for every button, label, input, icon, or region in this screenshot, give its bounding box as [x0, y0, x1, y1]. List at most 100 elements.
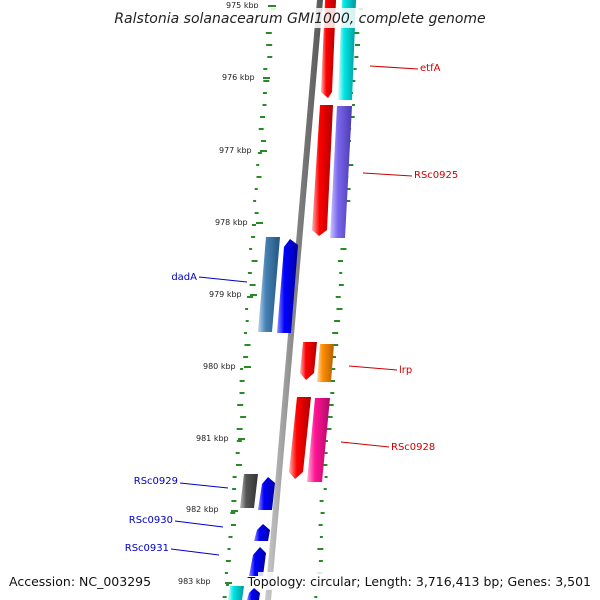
gc-dot	[228, 536, 233, 538]
gc-dot	[319, 536, 323, 538]
ruler: 975 kbp 976 kbp 977 kbp 978 kbp 979 kbp …	[178, 1, 276, 586]
gene-label-etfa[interactable]: etfA	[420, 63, 441, 74]
gene-label-dada[interactable]: dadA	[171, 272, 197, 283]
gc-dot	[314, 596, 318, 598]
gc-dot	[254, 188, 258, 190]
gene-rsc0928[interactable]	[307, 398, 330, 482]
gc-dot	[322, 464, 328, 466]
gene-rsc0929-b[interactable]	[258, 477, 275, 510]
gc-dot	[247, 296, 253, 298]
gc-dot	[263, 68, 268, 70]
gc-dot	[329, 368, 336, 370]
gc-dot	[326, 428, 332, 430]
gc-dot	[262, 92, 267, 94]
gene-rsc0928-a[interactable]	[289, 397, 311, 479]
gene-label-rsc0930[interactable]: RSc0930	[129, 515, 173, 526]
gc-dot	[338, 284, 344, 286]
title-backdrop	[110, 8, 490, 28]
gc-dot	[265, 32, 272, 34]
gc-dot	[347, 164, 354, 166]
gc-dot	[324, 452, 328, 454]
label-line	[348, 365, 398, 371]
label-line	[362, 172, 413, 177]
gc-dot	[239, 380, 245, 382]
gc-dot	[251, 236, 256, 238]
gene-lrp[interactable]	[300, 342, 317, 380]
gc-dot	[239, 392, 245, 394]
gc-dot	[319, 500, 324, 502]
gc-dot	[334, 320, 341, 322]
gc-dot	[332, 332, 339, 334]
tick-label: 980 kbp	[203, 362, 236, 371]
gene-rsc0925[interactable]	[330, 106, 352, 238]
gc-dot	[227, 548, 231, 550]
gene-track	[228, 0, 356, 600]
tick-label: 979 kbp	[209, 290, 242, 299]
gene-rsc0929[interactable]	[240, 474, 258, 508]
gc-dot	[251, 260, 258, 262]
gc-dot	[232, 476, 237, 478]
gc-dot	[340, 248, 347, 250]
gene-label-rsc0931[interactable]: RSc0931	[125, 543, 169, 554]
gc-dot	[327, 416, 333, 418]
gene-label-rsc0925[interactable]: RSc0925	[414, 170, 458, 181]
gene-rsc0932-b[interactable]	[247, 588, 260, 600]
gc-dot	[324, 476, 328, 478]
label-line	[369, 65, 419, 70]
label-line	[340, 441, 390, 448]
gc-dot	[318, 524, 323, 526]
gc-dot	[333, 344, 339, 346]
gc-dot	[355, 44, 360, 46]
tick-label: 978 kbp	[215, 218, 248, 227]
gc-dot	[240, 416, 247, 418]
gc-dot	[336, 308, 343, 310]
gc-dot	[344, 188, 351, 190]
page-title: Ralstonia solanacearum GMI1000, complete…	[114, 11, 485, 27]
gc-dot	[232, 488, 237, 490]
gc-dot	[225, 560, 231, 562]
gc-dot	[231, 524, 236, 526]
tick-label: 983 kbp	[178, 577, 211, 586]
gc-dot	[237, 404, 244, 406]
gene-rsc0931[interactable]	[249, 547, 266, 576]
label-line	[198, 276, 248, 283]
gene-dada[interactable]	[258, 237, 280, 332]
label-line	[174, 520, 224, 528]
tick-label: 975 kbp	[226, 1, 259, 10]
gc-dot	[263, 80, 270, 82]
gc-dot	[350, 116, 355, 118]
gc-dot	[243, 356, 249, 358]
label-line	[179, 482, 229, 489]
gc-dot	[252, 224, 256, 226]
gc-dot	[260, 116, 265, 118]
gene-rsc0925-a[interactable]	[312, 105, 333, 236]
tick-label: 976 kbp	[222, 73, 255, 82]
gc-dot	[328, 404, 334, 406]
gc-dot	[262, 104, 267, 106]
gene-rsc0932-a[interactable]	[228, 586, 244, 600]
tick-label: 981 kbp	[196, 434, 229, 443]
gc-dot	[323, 488, 327, 490]
gene-lrp-b[interactable]	[317, 344, 334, 382]
gc-dot	[335, 296, 341, 298]
gc-dot	[339, 272, 343, 274]
gc-dot	[267, 56, 273, 58]
gene-label-rsc0928[interactable]: RSc0928	[391, 442, 435, 453]
gc-dot	[254, 212, 259, 214]
gene-dada-b[interactable]	[277, 239, 298, 333]
gene-label-lrp[interactable]: lrp	[399, 365, 412, 376]
gc-dot	[249, 284, 256, 286]
gc-dot	[236, 440, 242, 442]
gc-dot	[236, 464, 242, 466]
gc-dot	[266, 44, 273, 46]
accession-text: Accession: NC_003295	[9, 574, 151, 589]
gene-label-rsc0929[interactable]: RSc0929	[134, 476, 178, 487]
gene-rsc0930[interactable]	[254, 524, 270, 541]
gc-dot	[256, 164, 260, 166]
gc-dot	[235, 452, 240, 454]
gc-dot	[257, 152, 262, 154]
gc-dot	[231, 500, 237, 502]
gc-dot	[331, 380, 335, 382]
gc-dot	[338, 260, 343, 262]
gc-dot	[350, 80, 356, 82]
